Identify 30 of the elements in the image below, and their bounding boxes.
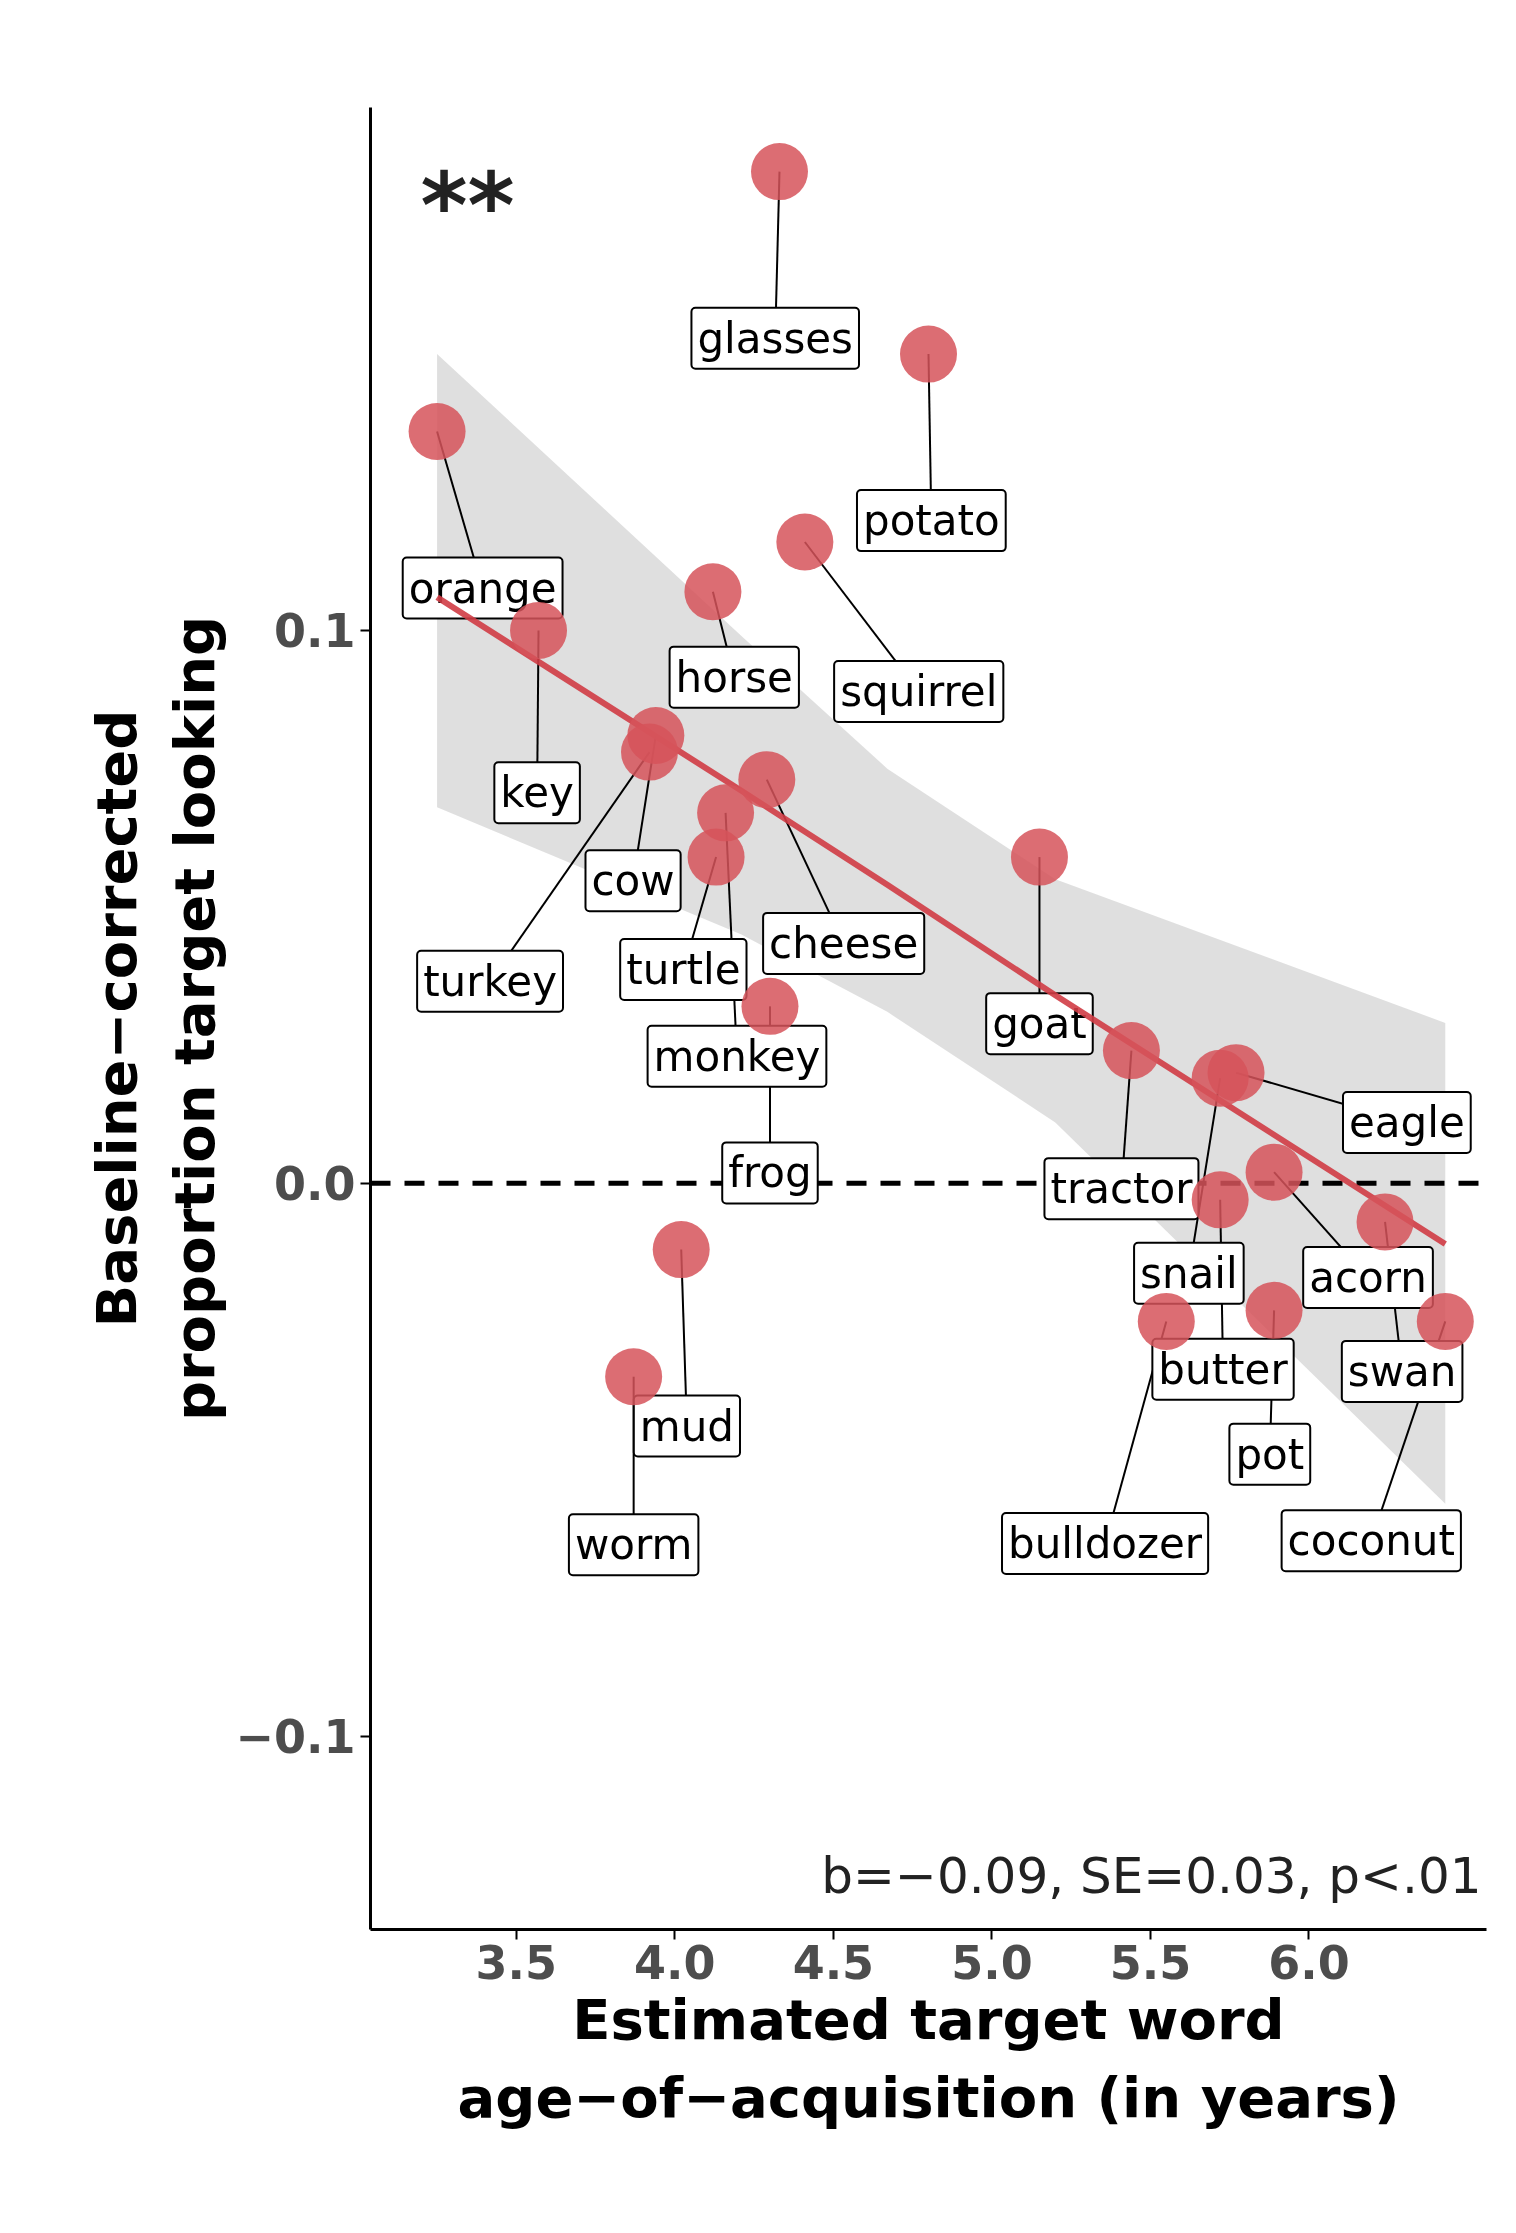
- annotation: b=−0.09, SE=0.03, p<.01: [821, 1846, 1482, 1905]
- y-tick-label: 0.0: [274, 1157, 356, 1212]
- annotation: squirrel: [840, 666, 998, 716]
- annotation: acorn: [1309, 1253, 1427, 1303]
- annotation: glasses: [697, 313, 853, 363]
- annotation: goat: [992, 999, 1087, 1049]
- annotation: **: [420, 152, 515, 258]
- annotation: snail: [1140, 1248, 1238, 1298]
- annotation: mud: [639, 1401, 735, 1451]
- annotation: turtle: [626, 945, 741, 995]
- annotation: frog: [728, 1148, 812, 1198]
- annotation: coconut: [1287, 1516, 1455, 1566]
- y-axis-title: Baseline−corrected proportion target looking: [84, 615, 228, 1422]
- annotation: butter: [1158, 1344, 1289, 1394]
- annotation: tractor: [1050, 1164, 1194, 1214]
- annotation: cheese: [769, 918, 919, 968]
- annotation: orange: [408, 563, 557, 613]
- annotation: worm: [574, 1520, 693, 1570]
- annotation: potato: [862, 496, 1000, 546]
- annotation: cow: [591, 856, 675, 906]
- annotation: horse: [675, 652, 793, 702]
- annotation: bulldozer: [1008, 1519, 1203, 1568]
- annotation: swan: [1347, 1346, 1457, 1396]
- annotation: pot: [1235, 1429, 1305, 1479]
- annotation: key: [500, 768, 574, 818]
- y-tick-label: −0.1: [235, 1710, 356, 1765]
- annotation: monkey: [653, 1031, 821, 1081]
- annotation: eagle: [1348, 1098, 1465, 1147]
- y-tick-label: 0.1: [274, 604, 356, 659]
- annotation: turkey: [423, 956, 558, 1006]
